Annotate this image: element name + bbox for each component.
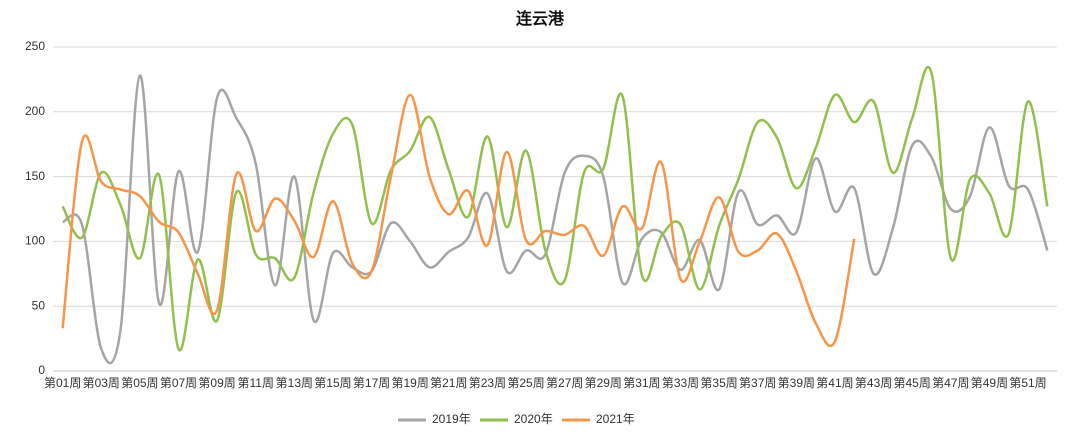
x-tick-label: 第41周 bbox=[816, 376, 853, 390]
x-tick-label: 第51周 bbox=[1009, 376, 1046, 390]
x-tick-label: 第13周 bbox=[276, 376, 313, 390]
x-tick-label: 第33周 bbox=[662, 376, 699, 390]
y-tick-label: 200 bbox=[25, 104, 45, 118]
x-tick-label: 第25周 bbox=[507, 376, 544, 390]
y-tick-label: 250 bbox=[25, 39, 45, 53]
y-tick-label: 150 bbox=[25, 169, 45, 183]
x-tick-label: 第47周 bbox=[932, 376, 969, 390]
y-tick-label: 50 bbox=[32, 298, 46, 312]
x-tick-label: 第21周 bbox=[430, 376, 467, 390]
x-tick-label: 第09周 bbox=[198, 376, 235, 390]
chart-title: 连云港 bbox=[516, 9, 565, 28]
y-tick-label: 0 bbox=[38, 363, 45, 377]
series-line bbox=[61, 93, 856, 348]
x-tick-label: 第37周 bbox=[739, 376, 776, 390]
x-tick-label: 第19周 bbox=[392, 376, 429, 390]
x-tick-label: 第43周 bbox=[855, 376, 892, 390]
legend-label: 2021年 bbox=[596, 412, 635, 426]
legend-label: 2019年 bbox=[432, 412, 471, 426]
x-tick-label: 第27周 bbox=[546, 376, 583, 390]
series-line bbox=[61, 65, 1049, 352]
x-tick-label: 第03周 bbox=[83, 376, 120, 390]
x-tick-label: 第11周 bbox=[237, 376, 273, 390]
x-tick-label: 第23周 bbox=[469, 376, 506, 390]
x-tick-label: 第39周 bbox=[778, 376, 815, 390]
series-line bbox=[62, 74, 1049, 365]
x-tick-label: 第05周 bbox=[121, 376, 158, 390]
legend-label: 2020年 bbox=[514, 412, 553, 426]
x-tick-label: 第01周 bbox=[44, 376, 81, 390]
x-tick-label: 第15周 bbox=[314, 376, 351, 390]
x-tick-label: 第29周 bbox=[585, 376, 622, 390]
x-tick-label: 第35周 bbox=[700, 376, 737, 390]
y-tick-label: 100 bbox=[25, 234, 45, 248]
x-tick-label: 第49周 bbox=[971, 376, 1008, 390]
x-tick-label: 第31周 bbox=[623, 376, 660, 390]
x-tick-label: 第45周 bbox=[894, 376, 931, 390]
x-tick-label: 第07周 bbox=[160, 376, 197, 390]
x-tick-label: 第17周 bbox=[353, 376, 390, 390]
